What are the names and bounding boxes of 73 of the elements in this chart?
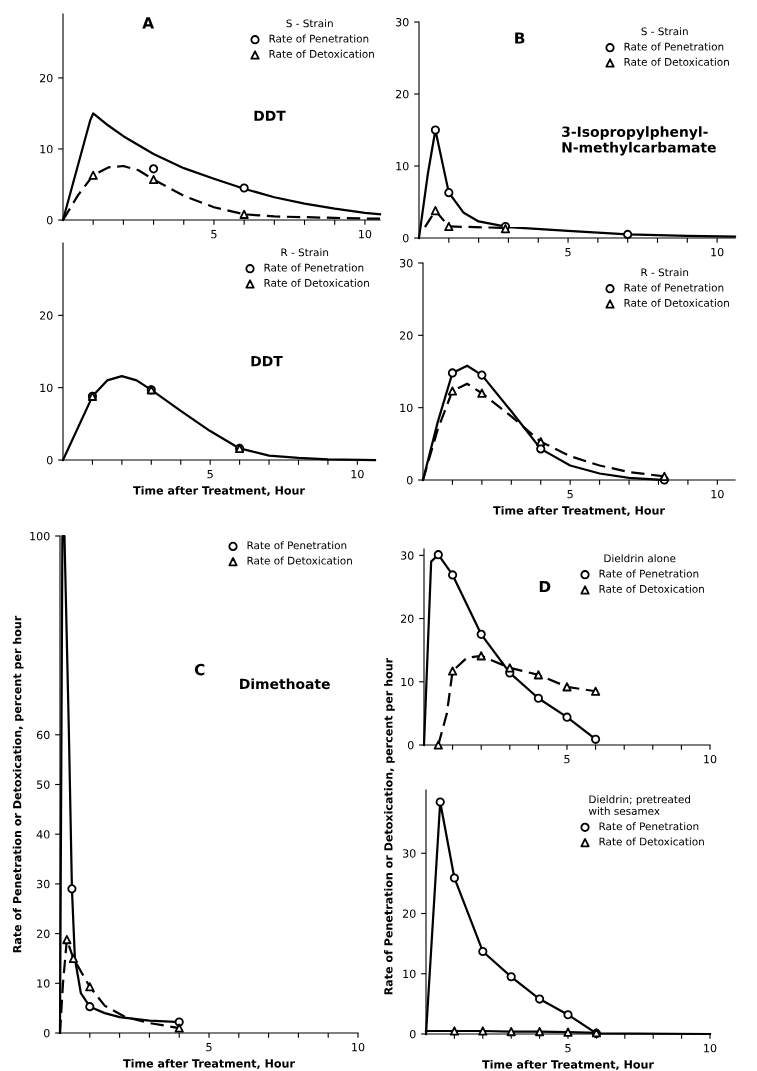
y-tick-label: 0 bbox=[402, 233, 409, 243]
y-tick-label: 0 bbox=[46, 455, 53, 465]
y-tick-label: 30 bbox=[399, 258, 413, 268]
y-axis-title: Rate of Penetration or Detoxication, percent per hour bbox=[384, 657, 395, 995]
y-tick-label: 30 bbox=[402, 849, 416, 858]
x-axis-title: Time after Treatment, Hour bbox=[482, 1060, 654, 1071]
legend-label: Rate of Detoxication bbox=[624, 298, 729, 307]
x-tick-label: 5 bbox=[565, 1044, 571, 1053]
x-tick-label: 5 bbox=[211, 230, 217, 239]
y-tick-label: 10 bbox=[396, 161, 409, 171]
legend-label: Rate of Penetration bbox=[624, 42, 724, 51]
text: C bbox=[194, 663, 205, 676]
y-tick-label: 0 bbox=[407, 740, 414, 750]
legend-label: Rate of Penetration bbox=[624, 283, 724, 292]
x-tick-label: 5 bbox=[207, 470, 213, 479]
legend-title: S - Strain bbox=[641, 27, 688, 36]
y-tick-label: 10 bbox=[401, 677, 414, 687]
legend-label: Rate of Detoxication bbox=[624, 57, 729, 66]
y-tick-label: 0 bbox=[409, 1029, 416, 1039]
legend-title: Dieldrin alone bbox=[604, 554, 676, 563]
y-tick-label: 20 bbox=[39, 311, 53, 320]
y-tick-label: 40 bbox=[36, 830, 50, 839]
y-tick-label: 20 bbox=[395, 89, 409, 99]
y-tick-label: 30 bbox=[36, 879, 50, 889]
x-tick-label: 5 bbox=[564, 755, 570, 764]
x-tick-label: 10 bbox=[352, 1042, 365, 1052]
y-tick-label: 0 bbox=[46, 215, 53, 225]
y-tick-label: 20 bbox=[400, 614, 414, 623]
y-tick-label: 20 bbox=[402, 909, 416, 918]
y-tick-label: 60 bbox=[36, 730, 50, 740]
x-axis-title: Time after Treatment, Hour bbox=[123, 1059, 295, 1070]
legend-label: Rate of Detoxication bbox=[599, 584, 704, 593]
legend-title: S - Strain bbox=[286, 19, 333, 28]
legend-title: Dieldrin; pretreated with sesamex bbox=[588, 795, 691, 815]
y-tick-label: 100 bbox=[30, 531, 50, 541]
legend-label: Rate of Penetration bbox=[264, 263, 364, 272]
legend-label: Rate of Penetration bbox=[269, 34, 369, 43]
legend-label: Rate of Detoxication bbox=[264, 278, 369, 287]
y-tick-label: 20 bbox=[36, 929, 50, 938]
legend-label: Rate of Penetration bbox=[599, 569, 699, 578]
y-tick-label: 10 bbox=[37, 979, 50, 988]
annotation: 3-Isopropylphenyl- N-methylcarbamate bbox=[562, 126, 716, 156]
text: B bbox=[515, 32, 525, 44]
legend-title: R - Strain bbox=[281, 248, 329, 257]
y-tick-label: 20 bbox=[399, 331, 413, 340]
y-tick-label: 0 bbox=[406, 475, 413, 485]
y-tick-label: 10 bbox=[403, 969, 416, 979]
legend-title: R - Strain bbox=[641, 268, 689, 277]
y-tick-label: 10 bbox=[400, 403, 413, 413]
y-tick-label: 10 bbox=[40, 383, 53, 393]
legend-label: Rate of Penetration bbox=[247, 541, 347, 550]
y-tick-label: 0 bbox=[43, 1028, 50, 1038]
text: D bbox=[539, 580, 551, 593]
legend-label: Rate of Detoxication bbox=[247, 556, 352, 565]
x-axis-title: Time after Treatment, Hour bbox=[133, 486, 305, 497]
y-tick-label: 30 bbox=[400, 551, 414, 560]
x-axis-title: Time after Treatment, Hour bbox=[493, 506, 665, 517]
x-tick-label: 10 bbox=[704, 1043, 717, 1053]
x-tick-label: 5 bbox=[206, 1043, 212, 1052]
annotation: Dimethoate bbox=[240, 678, 330, 690]
y-tick-label: 20 bbox=[39, 73, 53, 83]
x-tick-label: 5 bbox=[567, 490, 573, 499]
y-axis-title: Rate of Penetration or Detoxication, percent per hour bbox=[12, 615, 24, 953]
annotation: DDT bbox=[254, 110, 286, 121]
y-tick-label: 30 bbox=[395, 17, 409, 27]
chart-title: A bbox=[142, 17, 154, 29]
legend-label: Rate of Detoxication bbox=[599, 837, 704, 846]
y-tick-label: 50 bbox=[37, 780, 50, 789]
annotation: DDT bbox=[251, 356, 283, 367]
legend-label: Rate of Penetration bbox=[599, 822, 699, 831]
legend-label: Rate of Detoxication bbox=[269, 49, 374, 58]
x-tick-label: 5 bbox=[565, 248, 571, 257]
y-tick-label: 10 bbox=[40, 144, 53, 154]
